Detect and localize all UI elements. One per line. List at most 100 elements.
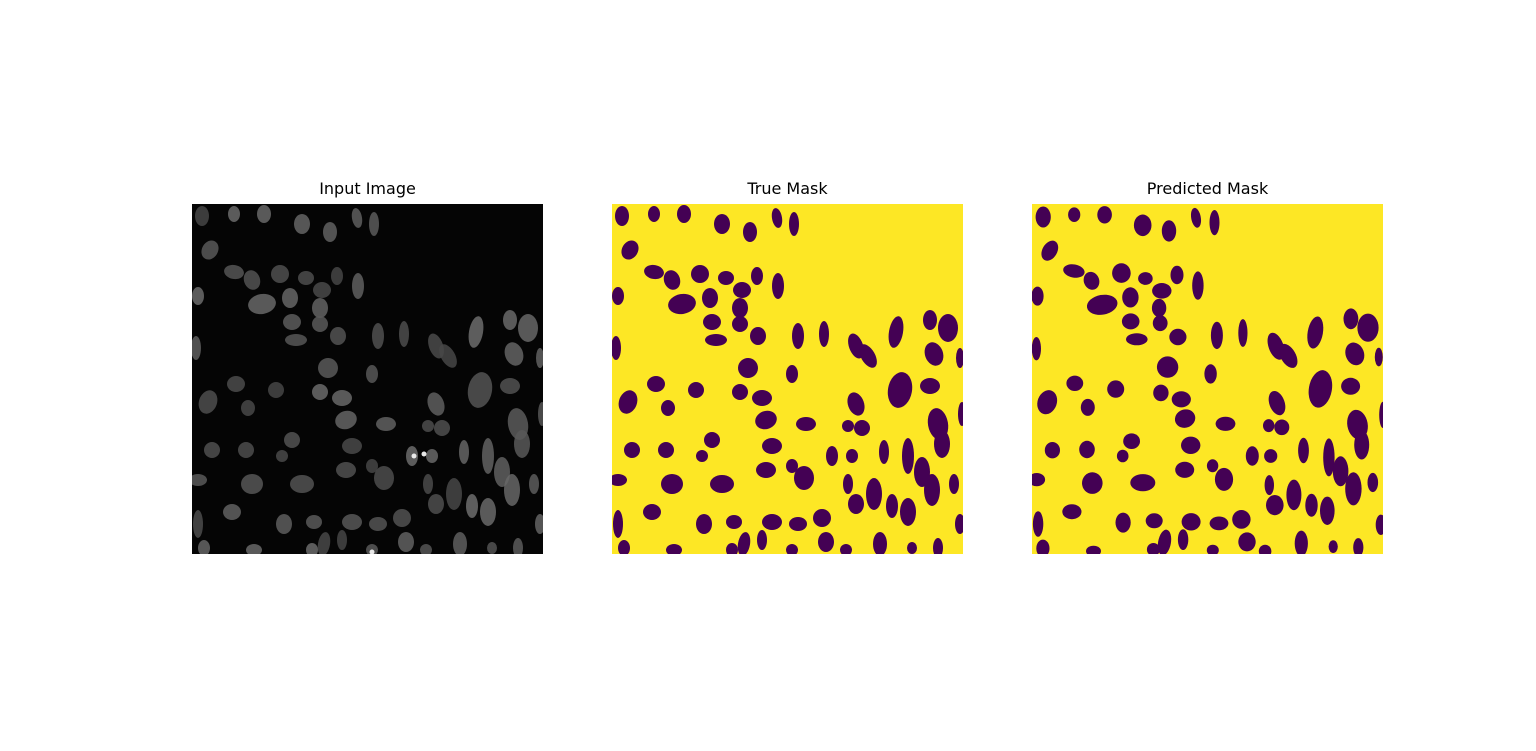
nucleus-blob bbox=[337, 530, 347, 550]
mask-region bbox=[1190, 207, 1202, 228]
input-image-canvas bbox=[192, 204, 543, 554]
nucleus-blob bbox=[504, 474, 520, 506]
nucleus-blob bbox=[306, 543, 318, 554]
nucleus-blob bbox=[192, 336, 201, 360]
bright-spot bbox=[369, 549, 375, 554]
nucleus-blob bbox=[393, 509, 411, 527]
nucleus-blob bbox=[201, 240, 219, 260]
mask-region bbox=[1107, 380, 1125, 398]
mask-region bbox=[677, 205, 691, 223]
nucleus-blob bbox=[312, 316, 328, 332]
mask-region bbox=[1116, 449, 1129, 463]
mask-region bbox=[956, 348, 963, 368]
mask-region bbox=[696, 450, 708, 462]
mask-region bbox=[613, 510, 623, 538]
predicted-mask-canvas bbox=[1032, 204, 1383, 554]
mask-region bbox=[702, 288, 718, 308]
mask-region bbox=[933, 538, 943, 554]
mask-region bbox=[703, 314, 721, 330]
mask-region bbox=[738, 358, 758, 378]
mask-region bbox=[924, 342, 944, 366]
nucleus-blob bbox=[487, 542, 497, 554]
mask-region bbox=[771, 208, 783, 228]
mask-region bbox=[1209, 210, 1220, 236]
mask-region bbox=[1145, 513, 1163, 529]
nucleus-blob bbox=[257, 205, 271, 223]
mask-region bbox=[1354, 430, 1370, 460]
mask-region bbox=[1121, 313, 1140, 330]
mask-region bbox=[1332, 456, 1349, 487]
nucleus-blob bbox=[276, 450, 288, 462]
bright-spot bbox=[411, 453, 417, 459]
mask-region bbox=[772, 273, 784, 299]
predicted-mask-title: Predicted Mask bbox=[1146, 179, 1269, 198]
mask-region bbox=[938, 314, 958, 342]
nucleus-blob bbox=[482, 438, 494, 474]
nucleus-blob bbox=[535, 514, 543, 534]
nucleus-blob bbox=[426, 449, 438, 463]
nucleus-blob bbox=[422, 420, 434, 432]
mask-region bbox=[688, 382, 704, 398]
mask-region bbox=[1169, 328, 1187, 346]
true-mask-title: True Mask bbox=[747, 179, 828, 198]
mask-region bbox=[661, 474, 683, 494]
mask-region bbox=[1112, 263, 1131, 283]
mask-region bbox=[1032, 337, 1041, 361]
nucleus-blob bbox=[366, 365, 378, 383]
nucleus-blob bbox=[376, 417, 396, 431]
mask-region bbox=[1181, 513, 1201, 531]
mask-region bbox=[923, 310, 937, 330]
nucleus-blob bbox=[453, 532, 467, 554]
mask-region bbox=[879, 440, 889, 464]
mask-region bbox=[1258, 544, 1272, 554]
nucleus-blob bbox=[195, 206, 209, 226]
mask-region bbox=[819, 321, 829, 347]
mask-region bbox=[1278, 343, 1298, 368]
mask-region bbox=[1238, 532, 1256, 552]
mask-region bbox=[1238, 319, 1248, 347]
mask-region bbox=[612, 474, 627, 486]
nucleus-blob bbox=[192, 287, 204, 305]
nucleus-blob bbox=[420, 544, 432, 554]
mask-region bbox=[859, 344, 877, 368]
mask-region bbox=[1146, 543, 1160, 554]
mask-region bbox=[1080, 398, 1095, 416]
mask-region bbox=[1214, 467, 1234, 491]
nucleus-blob bbox=[330, 327, 346, 345]
predicted-mask-panel bbox=[1032, 204, 1383, 554]
mask-region bbox=[1122, 287, 1139, 308]
nucleus-blob bbox=[198, 390, 218, 414]
mask-region bbox=[1175, 461, 1195, 478]
nucleus-blob bbox=[223, 504, 241, 520]
nucleus-blob bbox=[332, 390, 352, 406]
mask-region bbox=[762, 514, 782, 530]
mask-region bbox=[726, 515, 742, 529]
mask-region bbox=[1062, 504, 1082, 520]
nucleus-blob bbox=[351, 208, 363, 228]
nucleus-blob bbox=[503, 310, 517, 330]
mask-region bbox=[934, 430, 950, 458]
nucleus-blob bbox=[298, 271, 314, 285]
mask-region bbox=[1151, 298, 1167, 318]
mask-region bbox=[1156, 356, 1179, 378]
mask-region bbox=[920, 378, 940, 394]
mask-region bbox=[756, 462, 776, 478]
nucleus-blob bbox=[467, 372, 493, 408]
nucleus-blob bbox=[238, 442, 254, 458]
mask-region bbox=[647, 376, 665, 392]
nucleus-blob bbox=[366, 459, 378, 473]
nucleus-blob bbox=[480, 498, 496, 526]
mask-region bbox=[1274, 419, 1290, 436]
mask-region bbox=[955, 514, 963, 534]
nucleus-blob bbox=[228, 206, 240, 222]
nucleus-blob bbox=[398, 532, 414, 552]
mask-region bbox=[1153, 384, 1169, 402]
mask-region bbox=[1082, 472, 1103, 494]
mask-region bbox=[1263, 419, 1275, 433]
nucleus-blob bbox=[352, 273, 364, 299]
true-mask-canvas bbox=[612, 204, 963, 554]
mask-region bbox=[1133, 214, 1152, 237]
mask-region bbox=[1032, 286, 1044, 306]
input-image-panel bbox=[192, 204, 543, 554]
mask-region bbox=[752, 390, 772, 406]
